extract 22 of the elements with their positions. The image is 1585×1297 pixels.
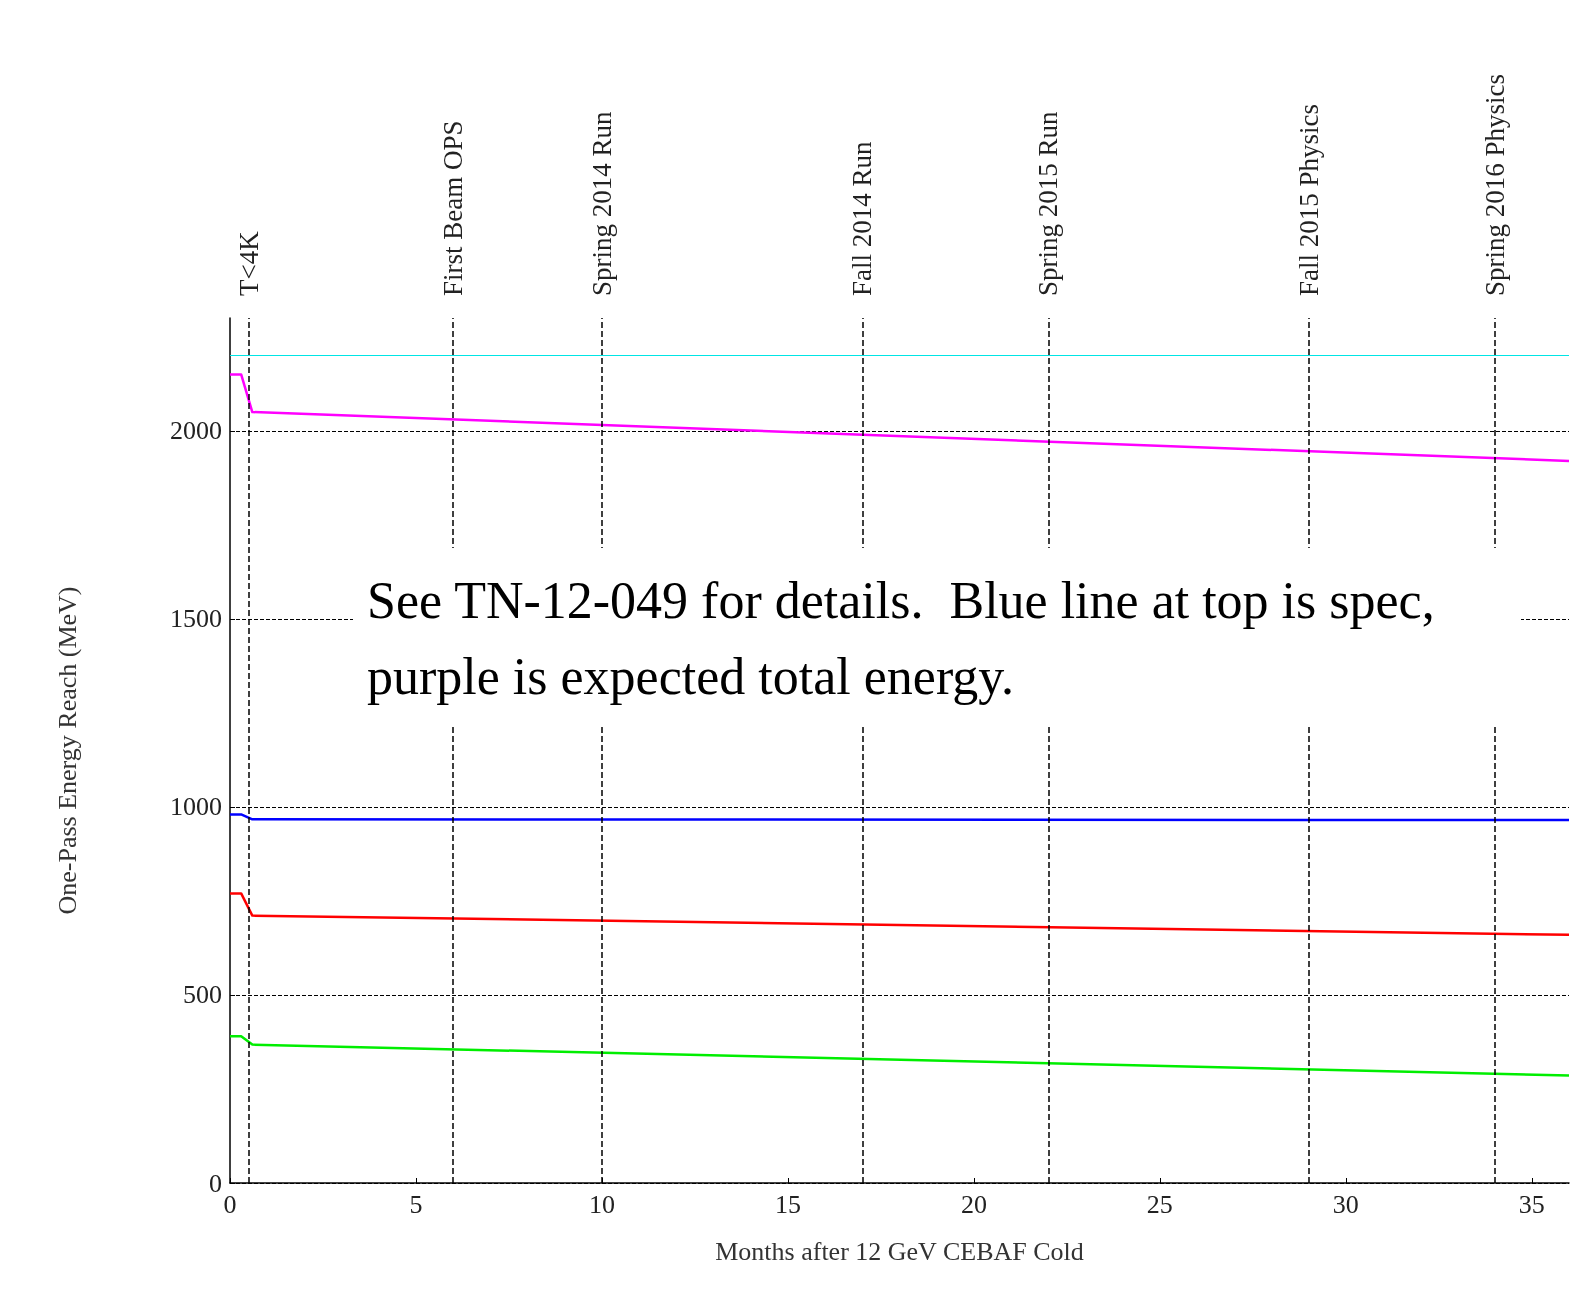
annotation: See TN-12-049 for details. Blue line at top is spec, purple is expected total energy. <box>367 571 1448 705</box>
x-tick-label: 35 <box>1518 1189 1545 1219</box>
x-tick-label: 15 <box>774 1189 801 1219</box>
y-axis-title: One-Pass Energy Reach (MeV) <box>52 586 82 915</box>
ref-line-label: Spring 2016 Physics <box>1479 73 1510 296</box>
y-tick-label: 1500 <box>170 604 222 634</box>
ref-line-label: Fall 2014 Run <box>847 140 878 296</box>
ref-line-label: Spring 2015 Run <box>1033 110 1064 296</box>
x-tick-label: 30 <box>1332 1189 1359 1219</box>
ref-line-label: First Beam OPS <box>438 120 469 296</box>
y-tick-label: 1000 <box>170 792 222 822</box>
x-axis-title: Months after 12 GeV CEBAF Cold <box>715 1236 1084 1266</box>
ref-line-label: T<4K <box>233 230 264 296</box>
ref-line-label: Fall 2015 Physics <box>1293 103 1324 296</box>
y-tick-label: 2000 <box>170 416 222 446</box>
x-tick-label: 5 <box>409 1189 423 1219</box>
x-tick-label: 25 <box>1146 1189 1173 1219</box>
ref-line-label: Spring 2014 Run <box>586 110 617 296</box>
x-tick-label: 20 <box>960 1189 987 1219</box>
x-tick-label: 10 <box>588 1189 615 1219</box>
y-tick-label: 0 <box>209 1168 222 1198</box>
y-tick-label: 500 <box>183 980 222 1010</box>
